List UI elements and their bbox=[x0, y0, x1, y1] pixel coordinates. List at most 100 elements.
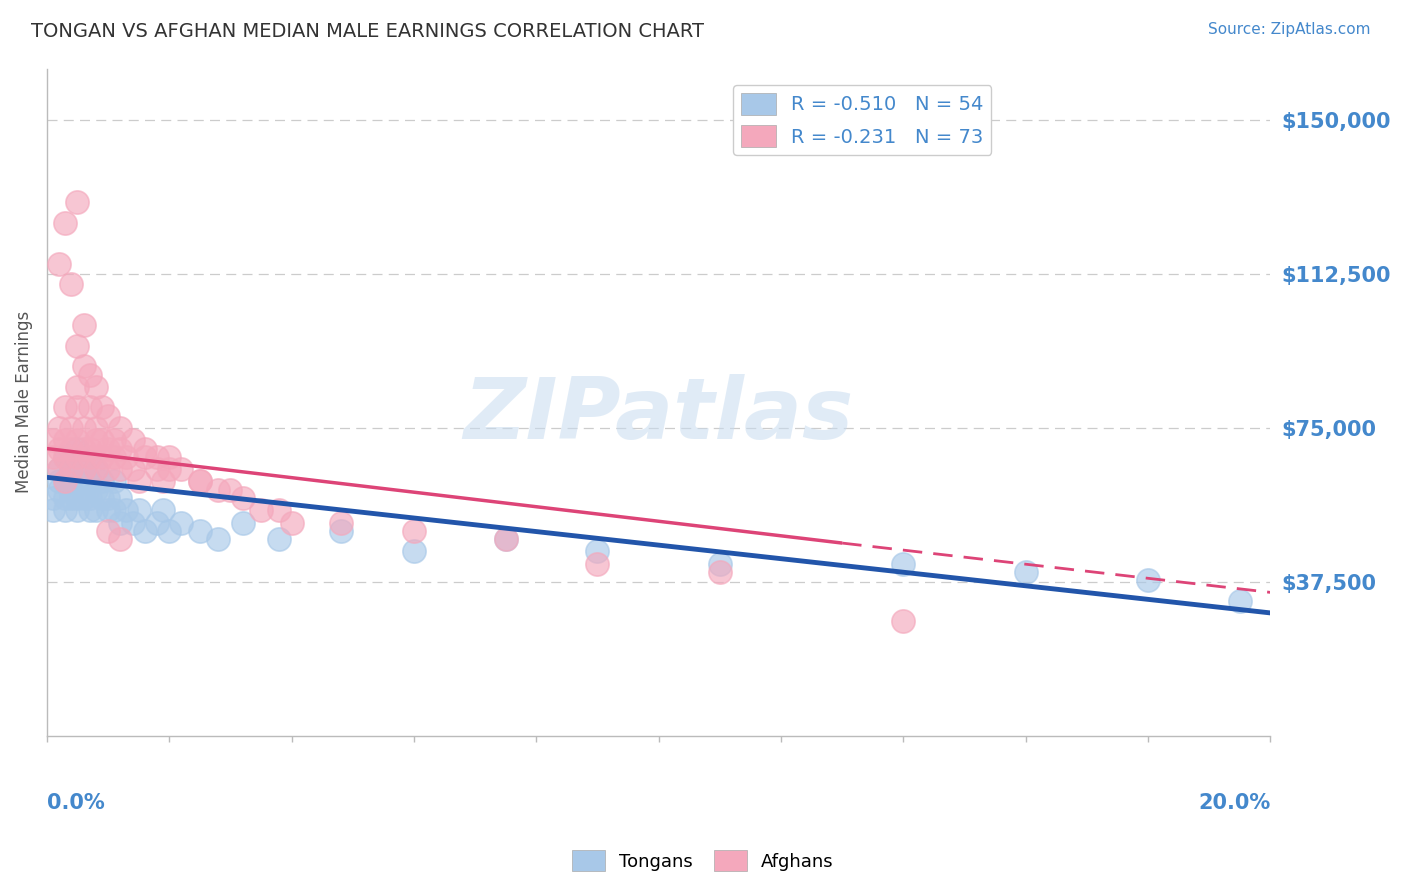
Point bbox=[134, 442, 156, 456]
Point bbox=[329, 516, 352, 530]
Point bbox=[48, 421, 70, 435]
Point bbox=[586, 544, 609, 558]
Point bbox=[79, 475, 101, 489]
Point bbox=[72, 462, 94, 476]
Point bbox=[110, 462, 132, 476]
Point bbox=[91, 491, 114, 505]
Point bbox=[121, 516, 143, 530]
Point bbox=[42, 503, 65, 517]
Point bbox=[188, 475, 211, 489]
Point bbox=[402, 524, 425, 538]
Point bbox=[709, 565, 731, 579]
Point bbox=[48, 462, 70, 476]
Point bbox=[188, 524, 211, 538]
Point bbox=[79, 401, 101, 415]
Point bbox=[72, 359, 94, 374]
Point bbox=[103, 450, 125, 464]
Point bbox=[170, 516, 193, 530]
Point bbox=[495, 532, 517, 546]
Point bbox=[170, 462, 193, 476]
Point bbox=[110, 491, 132, 505]
Point bbox=[84, 503, 107, 517]
Point bbox=[232, 491, 254, 505]
Point bbox=[115, 503, 138, 517]
Point bbox=[97, 442, 120, 456]
Point bbox=[84, 462, 107, 476]
Point bbox=[232, 516, 254, 530]
Point bbox=[66, 475, 89, 489]
Point bbox=[60, 483, 83, 497]
Point bbox=[84, 421, 107, 435]
Point bbox=[146, 462, 169, 476]
Point bbox=[891, 614, 914, 628]
Point bbox=[91, 434, 114, 448]
Point bbox=[48, 442, 70, 456]
Point bbox=[84, 380, 107, 394]
Point bbox=[60, 462, 83, 476]
Point bbox=[84, 483, 107, 497]
Point bbox=[134, 524, 156, 538]
Point bbox=[42, 434, 65, 448]
Point bbox=[66, 339, 89, 353]
Point bbox=[48, 462, 70, 476]
Point bbox=[110, 421, 132, 435]
Point bbox=[53, 475, 76, 489]
Point bbox=[53, 216, 76, 230]
Point bbox=[66, 434, 89, 448]
Text: Source: ZipAtlas.com: Source: ZipAtlas.com bbox=[1208, 22, 1371, 37]
Point bbox=[48, 483, 70, 497]
Point bbox=[402, 544, 425, 558]
Point bbox=[1137, 573, 1160, 587]
Point bbox=[60, 277, 83, 292]
Point bbox=[72, 318, 94, 333]
Point bbox=[66, 450, 89, 464]
Point bbox=[157, 524, 180, 538]
Point bbox=[709, 557, 731, 571]
Point bbox=[219, 483, 242, 497]
Point bbox=[103, 503, 125, 517]
Point bbox=[60, 442, 83, 456]
Point bbox=[128, 475, 150, 489]
Point bbox=[66, 491, 89, 505]
Point bbox=[329, 524, 352, 538]
Y-axis label: Median Male Earnings: Median Male Earnings bbox=[15, 311, 32, 493]
Point bbox=[1229, 593, 1251, 607]
Point bbox=[1015, 565, 1038, 579]
Point bbox=[53, 450, 76, 464]
Legend: R = -0.510   N = 54, R = -0.231   N = 73: R = -0.510 N = 54, R = -0.231 N = 73 bbox=[733, 85, 991, 155]
Point bbox=[188, 475, 211, 489]
Point bbox=[115, 450, 138, 464]
Point bbox=[53, 434, 76, 448]
Point bbox=[97, 491, 120, 505]
Point bbox=[586, 557, 609, 571]
Point bbox=[53, 503, 76, 517]
Point bbox=[84, 434, 107, 448]
Point bbox=[146, 450, 169, 464]
Point bbox=[134, 450, 156, 464]
Point bbox=[121, 462, 143, 476]
Point bbox=[53, 475, 76, 489]
Point bbox=[66, 503, 89, 517]
Text: 20.0%: 20.0% bbox=[1198, 793, 1271, 813]
Text: ZIPatlas: ZIPatlas bbox=[464, 375, 853, 458]
Point bbox=[157, 462, 180, 476]
Point bbox=[79, 450, 101, 464]
Point bbox=[207, 483, 229, 497]
Point bbox=[110, 442, 132, 456]
Point bbox=[66, 401, 89, 415]
Point bbox=[152, 503, 174, 517]
Point bbox=[97, 524, 120, 538]
Point bbox=[66, 380, 89, 394]
Point bbox=[66, 195, 89, 210]
Point bbox=[146, 516, 169, 530]
Point bbox=[250, 503, 273, 517]
Point bbox=[269, 503, 291, 517]
Point bbox=[53, 450, 76, 464]
Legend: Tongans, Afghans: Tongans, Afghans bbox=[565, 843, 841, 879]
Point bbox=[60, 421, 83, 435]
Point bbox=[42, 450, 65, 464]
Text: TONGAN VS AFGHAN MEDIAN MALE EARNINGS CORRELATION CHART: TONGAN VS AFGHAN MEDIAN MALE EARNINGS CO… bbox=[31, 22, 704, 41]
Point bbox=[72, 462, 94, 476]
Point bbox=[53, 401, 76, 415]
Point bbox=[152, 475, 174, 489]
